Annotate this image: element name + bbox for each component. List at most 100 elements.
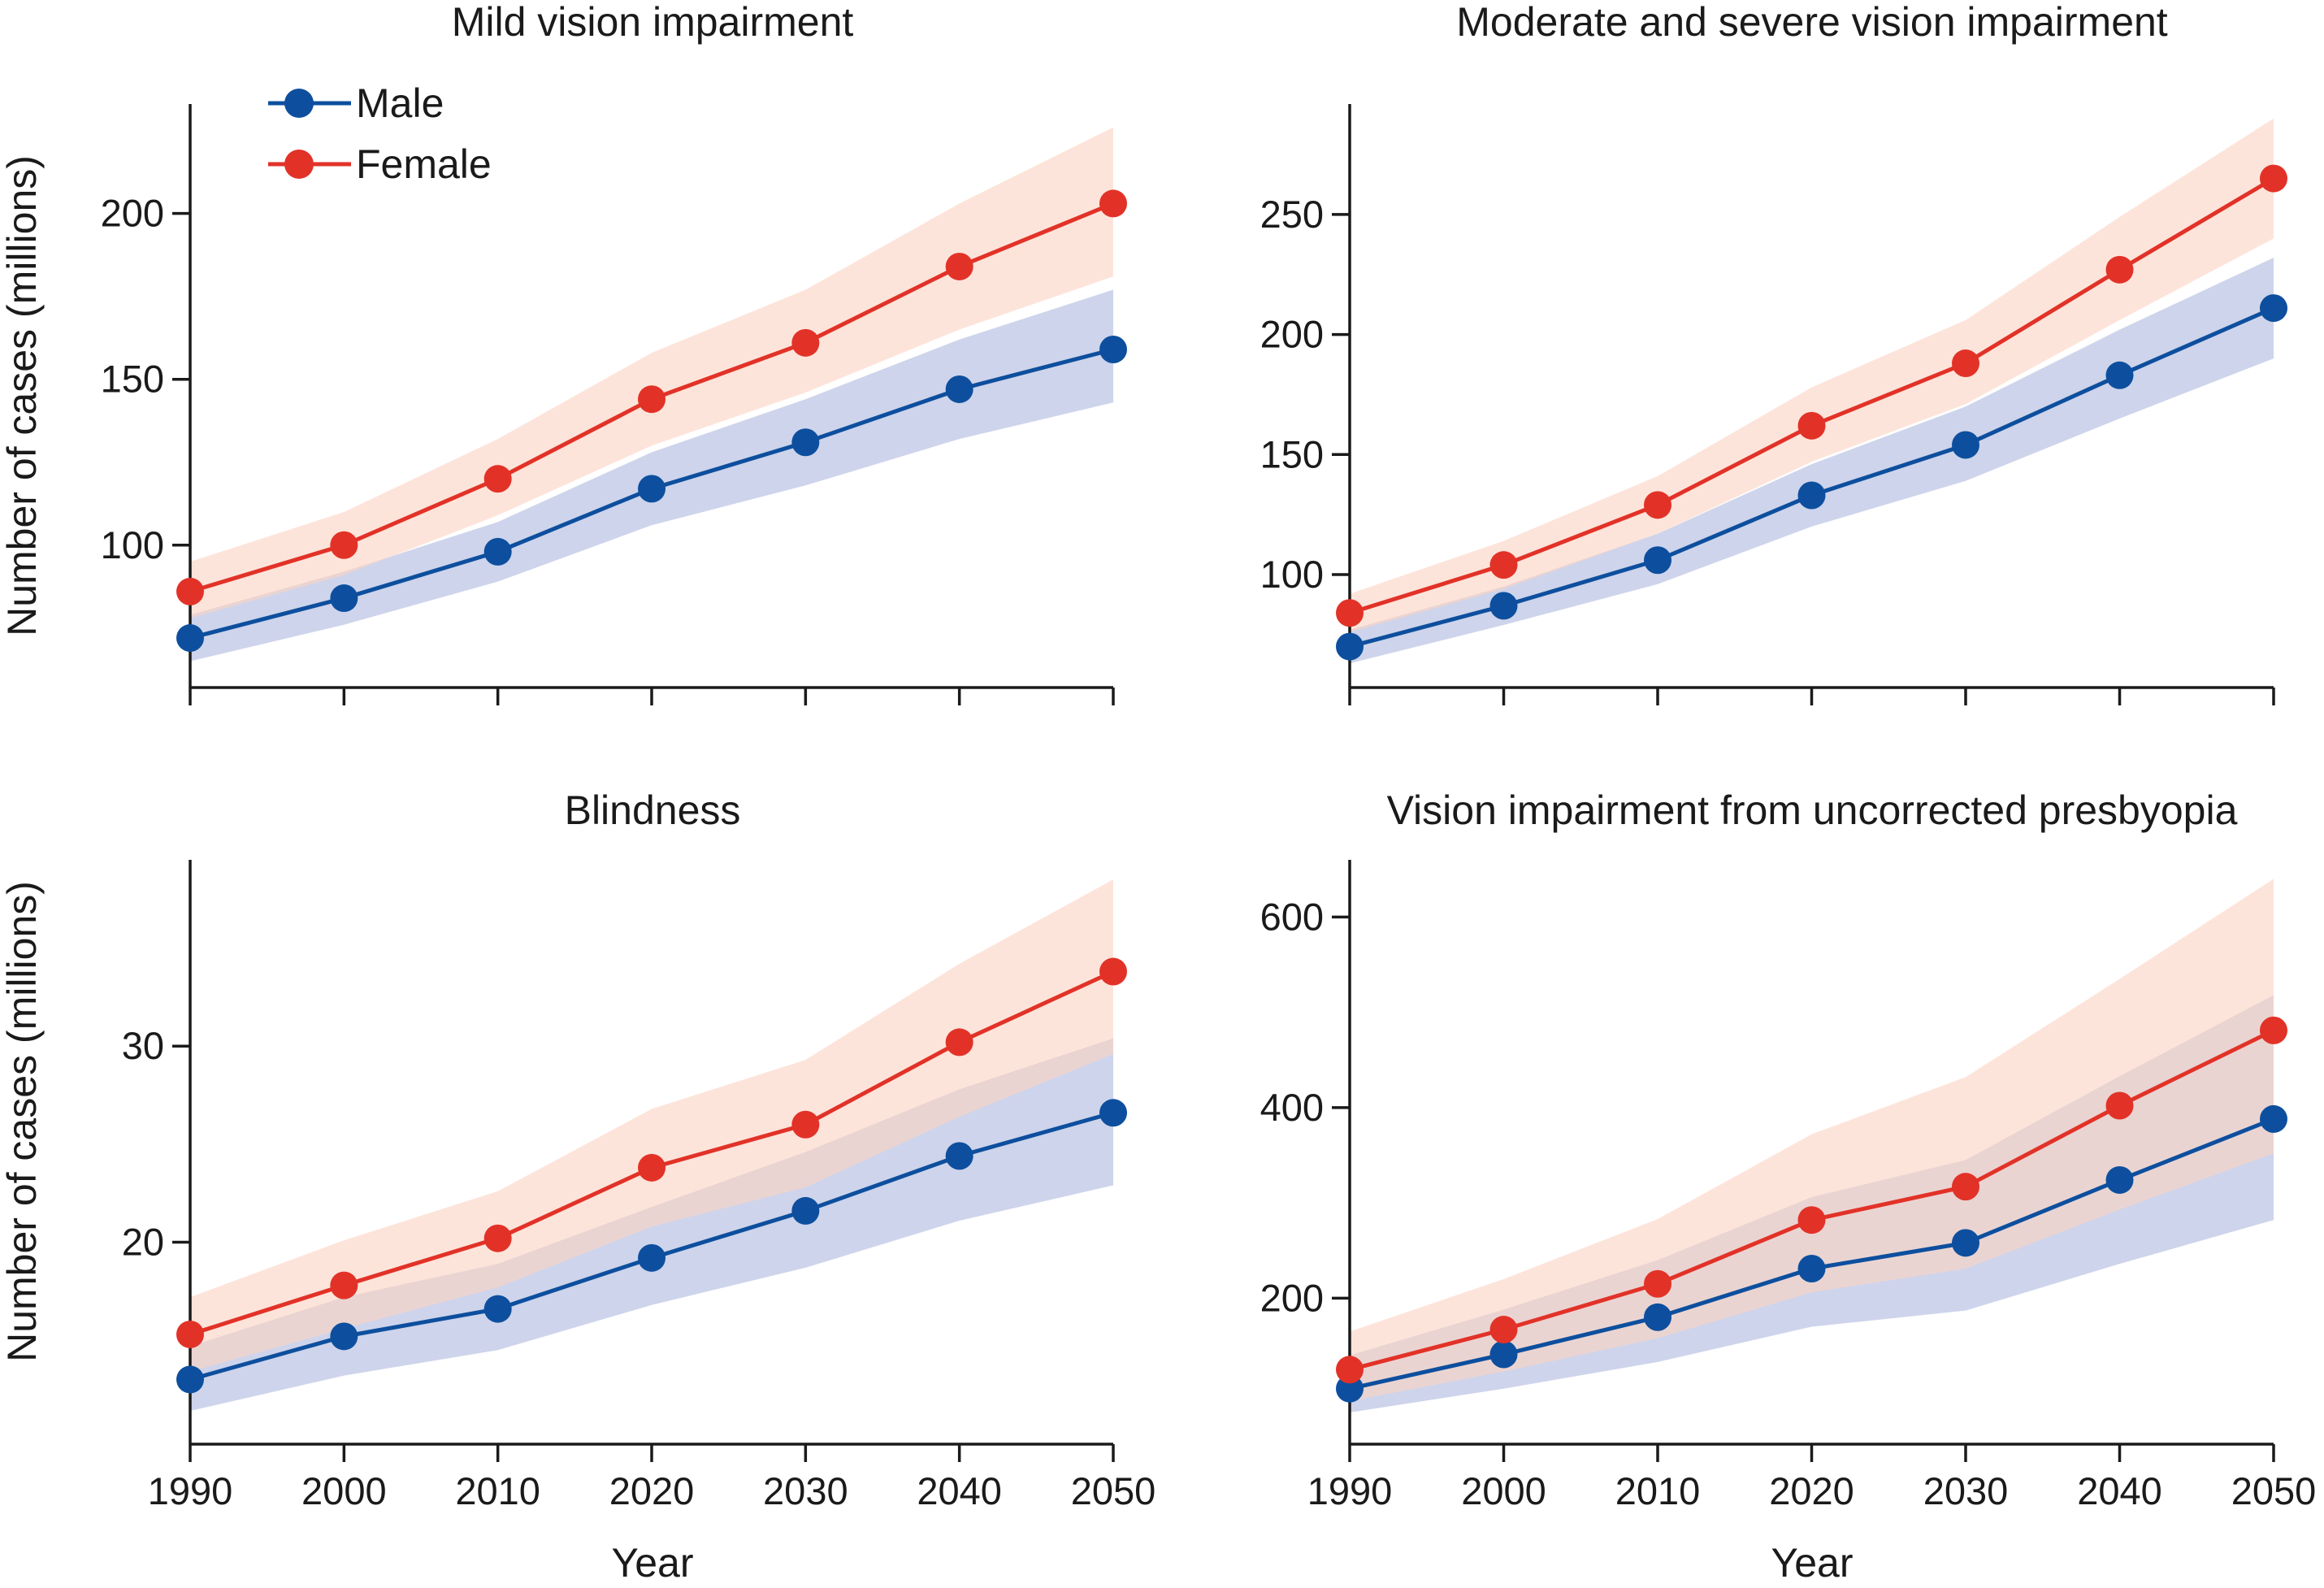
data-point-female	[1952, 349, 1979, 378]
data-point-female	[330, 531, 358, 559]
data-point-female	[483, 465, 512, 493]
data-point-female	[2260, 1016, 2287, 1044]
x-tick-label: 2000	[301, 1469, 387, 1512]
data-point-male	[1099, 1099, 1127, 1127]
x-tick-label: 2010	[1615, 1469, 1701, 1512]
data-point-male	[2105, 361, 2134, 389]
data-point-male	[330, 584, 358, 613]
data-point-male	[1644, 1303, 1671, 1331]
data-point-male	[2260, 294, 2287, 323]
data-point-male	[2260, 1104, 2287, 1133]
data-point-female	[1797, 411, 1826, 440]
data-point-female	[638, 1153, 666, 1182]
data-point-female	[791, 1110, 820, 1139]
data-point-female	[1336, 599, 1364, 627]
uncertainty-band-female	[190, 879, 1113, 1372]
x-tick-label: 2030	[1923, 1469, 2009, 1512]
panel-title: Moderate and severe vision impairment	[1456, 0, 2168, 45]
panel-moderate-severe-vision-impairment: Moderate and severe vision impairment 100…	[1260, 0, 2287, 705]
data-point-male	[176, 624, 204, 653]
y-tick-label: 100	[101, 523, 164, 566]
x-tick-label: 2030	[763, 1469, 848, 1512]
data-point-female	[2260, 164, 2287, 193]
panel-title: Vision impairment from uncorrected presb…	[1387, 787, 2238, 833]
data-point-male	[791, 428, 820, 457]
y-tick-label: 400	[1260, 1086, 1324, 1129]
x-tick-label: 2050	[2231, 1469, 2317, 1512]
data-point-male	[483, 1295, 512, 1323]
legend-label-female: Female	[356, 141, 492, 187]
data-point-female	[945, 252, 973, 280]
data-point-male	[1489, 1340, 1518, 1369]
data-point-female	[791, 328, 820, 357]
y-tick-label: 200	[1260, 313, 1324, 356]
data-point-female	[2105, 255, 2134, 284]
x-tick-label: 2040	[2077, 1469, 2162, 1512]
uncertainty-band-female	[1350, 879, 2274, 1401]
data-point-female	[945, 1028, 973, 1056]
x-axis-title-right: Year	[1771, 1540, 1853, 1586]
data-point-male	[1336, 632, 1364, 661]
data-point-female	[638, 385, 666, 414]
panel-title: Blindness	[565, 787, 741, 833]
panel-mild-vision-impairment: Mild vision impairment 100 150 200	[101, 0, 1127, 705]
data-point-male	[483, 537, 512, 566]
data-point-male	[330, 1322, 358, 1351]
data-point-female	[2105, 1091, 2134, 1120]
data-point-male	[1952, 431, 1979, 459]
data-point-female	[1489, 551, 1518, 579]
y-tick-label: 200	[101, 192, 164, 235]
x-tick-label: 2020	[609, 1469, 695, 1512]
y-axis-title-bottom: Number of cases (millions)	[0, 881, 45, 1362]
y-axis-title-top: Number of cases (millions)	[0, 155, 45, 636]
data-point-female	[1952, 1173, 1979, 1201]
uncertainty-band-female	[190, 127, 1113, 618]
data-point-male	[1099, 335, 1127, 363]
data-point-male	[176, 1365, 204, 1394]
data-point-female	[1489, 1316, 1518, 1344]
legend-marker-male	[284, 89, 314, 118]
data-point-male	[638, 475, 666, 503]
y-tick-label: 150	[101, 358, 164, 401]
data-point-male	[2105, 1165, 2134, 1194]
data-point-male	[1489, 592, 1518, 620]
x-tick-label: 2020	[1769, 1469, 1854, 1512]
uncertainty-band-male	[1350, 258, 2274, 664]
legend: Male Female	[268, 80, 492, 187]
panel-title: Mild vision impairment	[452, 0, 854, 45]
data-point-female	[1336, 1356, 1364, 1384]
data-point-female	[1644, 491, 1671, 519]
y-tick-label: 200	[1260, 1276, 1324, 1319]
data-point-male	[638, 1243, 666, 1272]
x-tick-label: 2000	[1461, 1469, 1546, 1512]
data-point-female	[1099, 189, 1127, 218]
legend-label-male: Male	[356, 80, 444, 126]
y-tick-label: 30	[122, 1024, 164, 1067]
data-point-female	[483, 1224, 512, 1252]
x-tick-label: 1990	[1307, 1469, 1393, 1512]
data-point-male	[945, 1142, 973, 1170]
legend-marker-female	[284, 150, 314, 179]
y-tick-label: 250	[1260, 193, 1324, 236]
data-point-male	[1797, 481, 1826, 510]
data-point-male	[1336, 1374, 1364, 1403]
data-point-female	[1797, 1206, 1826, 1234]
x-tick-label: 2040	[917, 1469, 1002, 1512]
y-tick-label: 20	[122, 1221, 164, 1264]
x-tick-label: 2010	[455, 1469, 540, 1512]
data-point-male	[1952, 1229, 1979, 1257]
data-point-female	[176, 1320, 204, 1348]
y-tick-label: 150	[1260, 432, 1324, 475]
data-point-male	[791, 1196, 820, 1225]
x-axis-title-left: Year	[611, 1540, 693, 1586]
data-point-male	[1644, 546, 1671, 575]
data-point-male	[945, 375, 973, 403]
uncertainty-band-female	[1350, 118, 2274, 632]
y-tick-label: 600	[1260, 895, 1324, 938]
data-point-female	[1644, 1269, 1671, 1298]
data-point-female	[176, 577, 204, 605]
data-point-female	[330, 1271, 358, 1299]
x-tick-label: 2050	[1071, 1469, 1156, 1512]
